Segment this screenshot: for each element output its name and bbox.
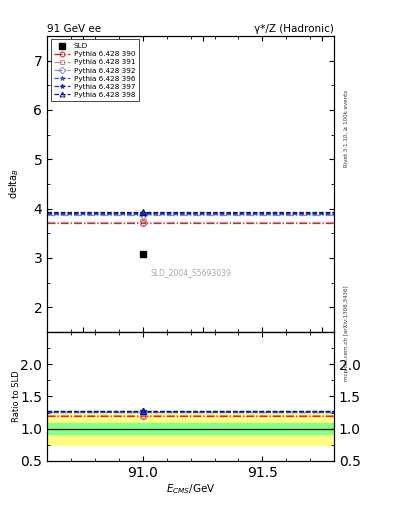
Text: Rivet 3.1.10, ≥ 100k events: Rivet 3.1.10, ≥ 100k events [344,90,349,166]
Text: mcplots.cern.ch [arXiv:1306.3436]: mcplots.cern.ch [arXiv:1306.3436] [344,285,349,380]
Text: 91 GeV ee: 91 GeV ee [47,24,101,34]
Legend: SLD, Pythia 6.428 390, Pythia 6.428 391, Pythia 6.428 392, Pythia 6.428 396, Pyt: SLD, Pythia 6.428 390, Pythia 6.428 391,… [51,39,139,101]
Text: SLD_2004_S5693039: SLD_2004_S5693039 [150,268,231,278]
X-axis label: $E_{CMS}$/GeV: $E_{CMS}$/GeV [166,482,215,496]
Bar [47,423,334,434]
Bar [47,413,334,445]
Text: γ*/Z (Hadronic): γ*/Z (Hadronic) [254,24,334,34]
Y-axis label: delta$_B$: delta$_B$ [7,168,21,200]
Y-axis label: Ratio to SLD: Ratio to SLD [12,371,21,422]
